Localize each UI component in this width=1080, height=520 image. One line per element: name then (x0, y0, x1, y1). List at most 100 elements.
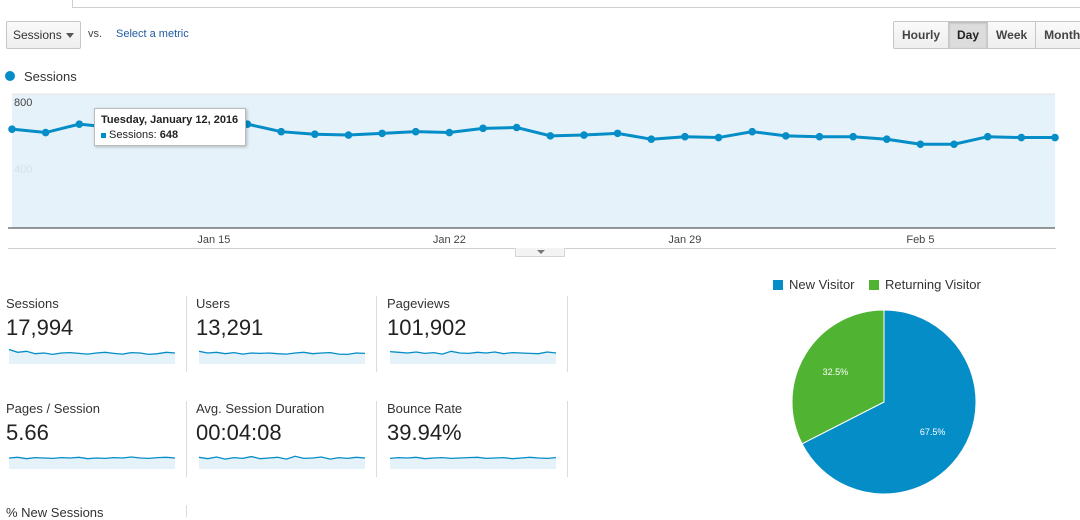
sessions-line-chart[interactable]: 800 400 Jan 15 Jan 22 Jan 29 Feb 5 (0, 88, 1080, 248)
scorecard-pages-per-session[interactable]: Pages / Session 5.66 (6, 401, 187, 477)
bounce-rate-sparkline (389, 456, 557, 469)
data-point[interactable] (344, 131, 353, 139)
data-point[interactable] (311, 130, 319, 138)
scorecard-users[interactable]: Users 13,291 (196, 296, 377, 372)
data-point[interactable] (613, 129, 622, 138)
data-point[interactable] (546, 132, 555, 140)
period-month-button[interactable]: Month (1036, 22, 1080, 48)
sparkline-line (8, 456, 176, 460)
metric-select[interactable]: Sessions (6, 21, 81, 49)
chevron-down-icon (537, 250, 545, 254)
scorecard-sessions[interactable]: Sessions 17,994 (6, 296, 187, 372)
select-metric-link[interactable]: Select a metric (116, 28, 189, 40)
scorecard-value: 17,994 (6, 315, 74, 340)
tooltip-metric: Sessions: (109, 129, 157, 141)
data-point[interactable] (479, 124, 487, 133)
sparkline-area (9, 457, 175, 469)
sparkline-area (390, 351, 556, 364)
pie-slice-returning-visitor[interactable] (791, 309, 885, 445)
sparkline-line (198, 455, 366, 460)
sessions-sparkline (8, 348, 176, 364)
data-point[interactable] (849, 132, 857, 141)
tooltip-value: 648 (159, 129, 179, 141)
vs-label: vs. (88, 28, 103, 40)
data-point[interactable] (647, 135, 656, 144)
data-point[interactable] (445, 128, 454, 137)
data-point[interactable] (815, 132, 824, 141)
data-point[interactable] (748, 127, 756, 136)
scorecard-label: Avg. Session Duration (196, 401, 325, 416)
data-point[interactable] (512, 123, 521, 132)
chevron-down-icon (66, 33, 74, 38)
series-square-icon (101, 132, 106, 138)
data-point[interactable] (8, 125, 16, 133)
sessions-legend-dot (5, 71, 15, 81)
users-sparkline (198, 350, 366, 364)
pie-slice-new-visitor[interactable] (801, 309, 977, 495)
sparkline-area (390, 457, 556, 469)
data-point[interactable] (782, 132, 790, 140)
scorecard-pageviews[interactable]: Pageviews 101,902 (387, 296, 568, 372)
pie-label-returning-visitor: 32.5% (823, 367, 849, 377)
scorecard-value: 13,291 (196, 315, 264, 340)
scorecard-value: 5.66 (6, 420, 49, 445)
x-tick-label-jan15: Jan 15 (197, 234, 230, 246)
data-point[interactable] (916, 140, 925, 149)
period-week-button[interactable]: Week (988, 22, 1037, 48)
y-tick-label-800: 800 (14, 97, 32, 109)
top-border (72, 0, 1080, 8)
sessions-legend-label: Sessions (24, 69, 77, 84)
sparkline-area (199, 351, 365, 364)
pages-per-session-sparkline (8, 456, 176, 469)
x-tick-label-jan29: Jan 29 (668, 234, 701, 246)
metric-select-label: Sessions (13, 28, 62, 42)
visitor-pie-chart[interactable]: 67.5% 32.5% (790, 308, 978, 496)
data-point[interactable] (882, 135, 891, 144)
data-point[interactable] (411, 127, 420, 136)
data-point[interactable] (681, 132, 689, 141)
scorecard-label: Pageviews (387, 296, 450, 311)
tooltip-row: Sessions: 648 (101, 129, 239, 141)
sparkline-line (198, 350, 366, 356)
period-hourly-button[interactable]: Hourly (894, 22, 950, 48)
data-point[interactable] (1051, 133, 1059, 142)
collapse-chart-toggle[interactable] (515, 248, 565, 257)
legend-label: New Visitor (789, 277, 855, 292)
sparkline-area (199, 456, 365, 469)
period-selector: Hourly Day Week Month (893, 21, 1080, 49)
data-point[interactable] (950, 140, 958, 149)
data-point[interactable] (714, 133, 723, 142)
period-day-button[interactable]: Day (949, 22, 989, 48)
scorecard-avg-session-duration[interactable]: Avg. Session Duration 00:04:08 (196, 401, 377, 477)
sessions-area (12, 124, 1055, 228)
data-point[interactable] (75, 120, 84, 128)
pageviews-sparkline (389, 350, 557, 364)
scorecard-bounce-rate[interactable]: Bounce Rate 39.94% (387, 401, 568, 477)
scorecard-value: 00:04:08 (196, 420, 282, 445)
scorecard-label: Sessions (6, 296, 59, 311)
scorecard-new-sessions[interactable]: % New Sessions (6, 505, 187, 520)
data-point[interactable] (1017, 133, 1026, 142)
data-point[interactable] (378, 129, 386, 138)
legend-label: Returning Visitor (885, 277, 981, 292)
data-point[interactable] (277, 127, 285, 136)
data-point[interactable] (41, 128, 50, 137)
pie-label-new-visitor: 67.5% (920, 427, 946, 437)
chart-tooltip: Tuesday, January 12, 2016 Sessions: 648 (94, 108, 246, 146)
legend-swatch (773, 280, 783, 290)
scorecard-label: % New Sessions (6, 505, 104, 520)
scorecard-label: Pages / Session (6, 401, 100, 416)
scorecard-value: 39.94% (387, 420, 462, 445)
data-point[interactable] (580, 131, 588, 139)
scorecard-value: 101,902 (387, 315, 467, 340)
tooltip-date: Tuesday, January 12, 2016 (101, 114, 239, 126)
scorecard-label: Bounce Rate (387, 401, 463, 416)
scorecard-label: Users (196, 296, 230, 311)
sparkline-line (389, 350, 557, 355)
avg-session-duration-sparkline (198, 455, 366, 469)
legend-returning-visitor[interactable]: Returning Visitor (869, 277, 981, 292)
data-point[interactable] (983, 132, 992, 141)
sparkline-area (9, 349, 175, 364)
legend-new-visitor[interactable]: New Visitor (773, 277, 855, 292)
legend-swatch (869, 280, 879, 290)
